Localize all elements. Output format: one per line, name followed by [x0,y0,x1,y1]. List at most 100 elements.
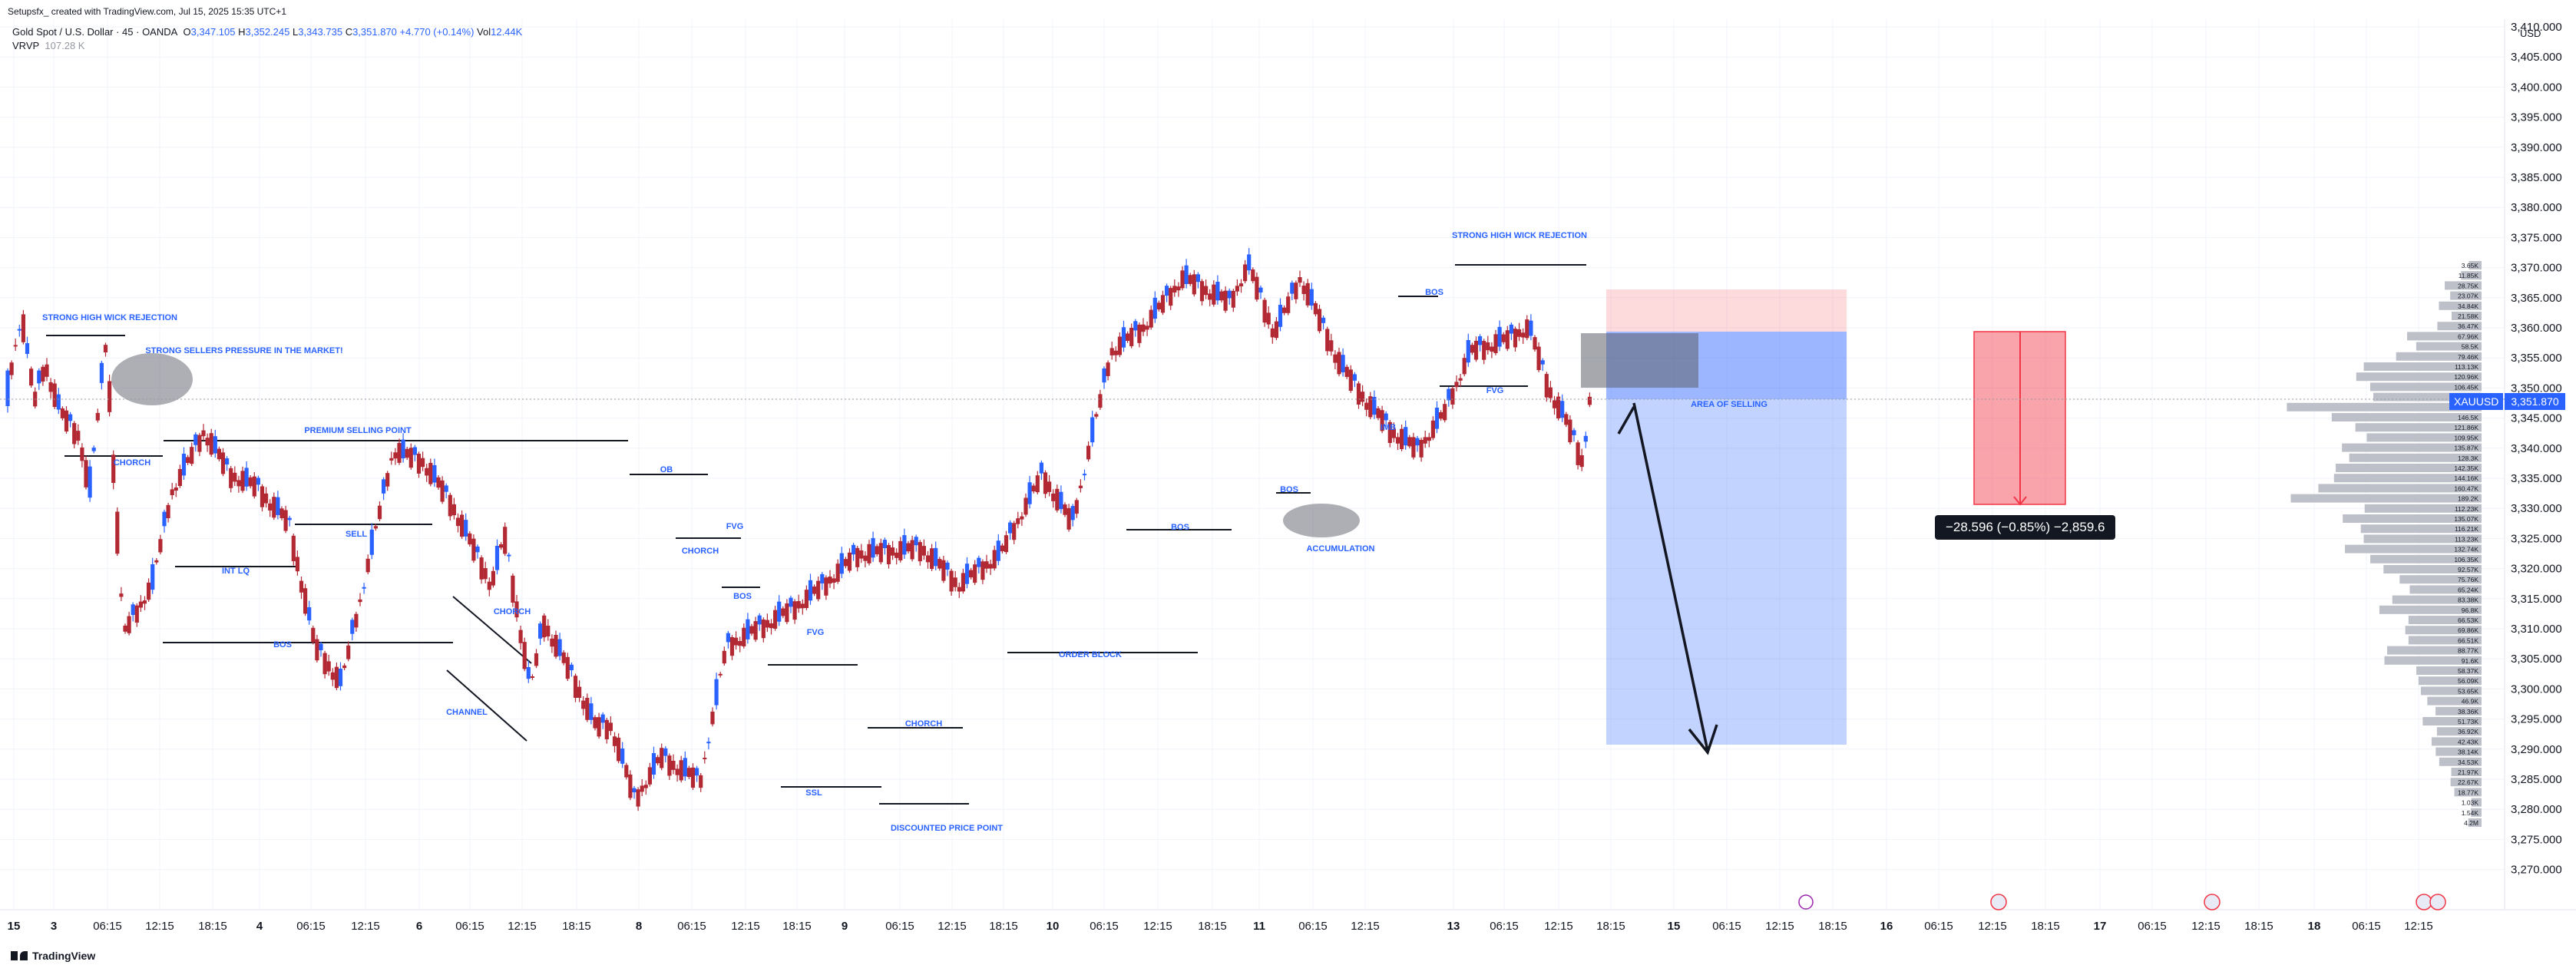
time-tick: 12:15 [1544,920,1573,933]
candle-body [507,554,511,557]
annotation-label: FVG [726,522,744,531]
profile-bar [2435,747,2482,756]
candle-body [1473,340,1479,360]
candle-body [1290,283,1295,294]
candle-body [9,362,14,375]
candle-body [581,700,586,709]
profile-bar [2373,392,2482,402]
candle-body [1204,286,1209,296]
candle-body [573,676,578,698]
time-tick: 06:15 [1924,920,1953,933]
profile-label: 22.67K [2458,778,2478,786]
event-markers[interactable] [1798,894,2446,910]
volume-value: 12.44K [491,26,523,38]
candle-body [95,412,100,421]
price-tick: 3,395.000 [2511,111,2562,124]
candle-body [41,366,45,382]
candle-body [546,626,551,636]
candles [5,248,1592,811]
candle-body [1391,428,1396,438]
profile-label: 106.45K [2454,383,2478,391]
candle-body [882,540,887,549]
candle-body [1070,506,1075,521]
time-tick: 12:15 [351,920,380,933]
candle-body [1109,348,1114,355]
time-tick: 18:15 [1596,920,1625,933]
candle-body [72,423,77,444]
candle-body [209,433,213,455]
candle-body [949,570,954,592]
time-tick: 06:15 [1090,920,1119,933]
candle-body [663,748,668,756]
candle-body [1450,388,1455,405]
profile-bar [2345,544,2482,554]
price-tick: 3,390.000 [2511,141,2562,154]
candle-body [953,577,957,587]
candle-body [217,448,221,460]
us-flag-icon [2204,894,2221,910]
candle-body [1423,437,1427,444]
candle-body [651,753,656,775]
indicator-legend[interactable]: VRVP 107.28 K [12,40,84,51]
profile-label: 38.36K [2458,708,2478,715]
candle-body [1356,383,1361,405]
price-axis[interactable]: 3,410.000 3,405.000 3,400.000 3,395.000 3,39… [2511,21,2562,877]
candle-body [1212,284,1216,305]
profile-bar [2431,737,2482,746]
creator-line: Setupsfx_ created with TradingView.com, … [8,6,286,17]
profile-bar [2342,443,2482,452]
candle-body [514,601,519,618]
profile-label: 109.95K [2454,434,2478,441]
candle-body [632,788,637,793]
candle-body [1466,340,1470,363]
candle-body [1509,324,1513,334]
profile-bar [2360,524,2482,534]
candle-body [134,605,139,623]
candle-body [174,487,178,491]
candle-body [1404,427,1408,446]
time-tick: 06:15 [677,920,706,933]
target-zone [1606,332,1847,745]
candle-body [600,714,605,723]
candle-body [1587,396,1592,405]
candle-body [193,434,198,445]
candle-body [1227,290,1232,299]
profile-bar [2408,636,2482,645]
tradingview-logo-icon [11,951,28,960]
candle-body [726,633,730,643]
currency-label[interactable]: USD [2520,28,2541,39]
candle-body [1415,438,1420,446]
symbol-title[interactable]: Gold Spot / U.S. Dollar · 45 · OANDA [12,26,178,38]
candle-body [703,758,707,759]
candle-body [522,642,527,669]
candle-body [1004,535,1009,553]
time-tick: 18:15 [198,920,227,933]
candle-body [1317,309,1322,332]
profile-bar [2383,565,2482,573]
volume-profile: 3.65K 11.85K 28.75K 23.07K 34.84K 21.58K 36.47… [2287,261,2482,827]
open-value: 3,347.105 [190,26,236,38]
candle-body [714,679,719,706]
candle-body [828,577,832,584]
price-tick: 3,405.000 [2511,51,2562,64]
candle-body [898,540,903,560]
candle-body [99,362,104,383]
tradingview-logo[interactable]: TradingView [11,950,95,962]
time-axis[interactable]: 15 3 06:15 12:15 18:15 4 06:15 12:15 6 06:15 12:15… [8,920,2433,933]
candle-body [1156,302,1161,309]
candle-body [311,627,316,643]
profile-label: 112.23K [2455,505,2478,513]
candle-body [220,452,226,474]
candle-body [1533,337,1537,350]
profile-bar [2392,595,2482,604]
candle-body [1238,283,1244,286]
time-tick: 12:15 [1143,920,1172,933]
candle-body [444,485,448,492]
candle-body [1548,387,1553,398]
candle-body [511,575,515,603]
profile-label: 65.24K [2458,586,2478,593]
profile-label: 18.77K [2458,788,2478,796]
annotation-label: BOS [733,592,752,601]
candle-body [1059,491,1063,510]
